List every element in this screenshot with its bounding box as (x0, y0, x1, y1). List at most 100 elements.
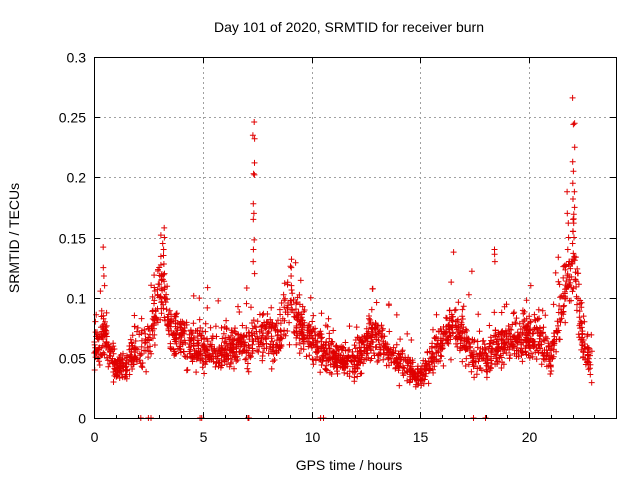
data-point (433, 311, 440, 318)
data-point (322, 365, 329, 372)
data-point (328, 340, 335, 347)
data-point (459, 313, 466, 320)
data-point (319, 334, 325, 341)
data-point (437, 352, 444, 359)
data-point (588, 379, 595, 386)
data-point (372, 344, 379, 351)
data-point (402, 356, 409, 363)
y-tick-labels: 0 0.05 0.1 0.15 0.2 0.25 0.3 (59, 50, 86, 427)
data-point (479, 349, 486, 356)
y-tick-label: 0.25 (59, 110, 86, 126)
data-point (533, 324, 540, 331)
data-point (277, 335, 284, 342)
data-point (560, 311, 567, 318)
data-point (197, 350, 204, 357)
data-point (323, 345, 330, 352)
data-point (98, 307, 105, 314)
data-point (556, 281, 563, 288)
data-point (190, 292, 197, 299)
data-point (314, 338, 321, 345)
data-point (462, 363, 469, 369)
data-point (276, 344, 283, 350)
data-point (197, 332, 204, 339)
data-point (493, 358, 500, 365)
data-point (584, 333, 591, 340)
data-point (171, 348, 178, 355)
data-point (103, 309, 110, 316)
data-point (181, 353, 188, 360)
data-point (243, 285, 250, 291)
data-point (569, 94, 576, 101)
data-point (218, 342, 225, 349)
data-point (243, 332, 250, 339)
data-point (249, 320, 255, 326)
data-point (231, 328, 238, 335)
data-point (161, 234, 168, 241)
data-point (299, 303, 306, 310)
data-point (263, 345, 270, 352)
data-point (342, 347, 349, 354)
data-point (437, 326, 444, 332)
data-point (102, 318, 108, 325)
data-point (246, 336, 253, 343)
data-point (368, 306, 375, 313)
data-point (527, 282, 534, 289)
data-point (100, 244, 107, 251)
data-point (397, 360, 404, 367)
data-point (471, 363, 478, 369)
data-point (325, 315, 332, 322)
data-point (311, 329, 318, 336)
data-point (500, 361, 507, 368)
data-point (226, 363, 233, 370)
data-point (340, 358, 347, 365)
data-point (162, 317, 168, 324)
data-point (572, 278, 579, 285)
data-point (475, 358, 482, 365)
data-point (263, 334, 270, 340)
data-point (520, 310, 527, 317)
data-point (510, 310, 517, 317)
data-point (564, 188, 571, 195)
data-point (532, 349, 539, 356)
data-point (173, 311, 179, 318)
data-point (570, 216, 577, 223)
data-point (309, 356, 316, 363)
data-point (137, 352, 144, 359)
data-point (281, 280, 288, 287)
data-point (223, 317, 230, 324)
data-point (564, 210, 571, 217)
data-point (172, 313, 179, 320)
data-point (353, 324, 360, 331)
data-point (482, 344, 489, 351)
data-point (252, 324, 259, 331)
data-point (483, 374, 490, 381)
y-tick-label: 0.1 (67, 291, 87, 307)
data-point (530, 330, 537, 337)
data-point (269, 338, 276, 345)
data-point (288, 264, 295, 271)
data-point (287, 297, 294, 304)
data-point (300, 308, 307, 315)
data-point (236, 309, 243, 315)
data-point (251, 171, 258, 178)
data-point (557, 294, 564, 301)
data-point (571, 120, 578, 127)
data-point (156, 294, 163, 301)
data-point (258, 335, 265, 342)
data-point (335, 352, 342, 359)
data-point (202, 346, 209, 352)
data-point (390, 344, 397, 351)
data-point (420, 380, 427, 387)
data-point (310, 361, 317, 368)
data-point (513, 336, 520, 343)
data-point (232, 354, 239, 361)
data-point (516, 337, 523, 344)
data-point (131, 344, 138, 351)
data-point (228, 327, 235, 334)
data-point (132, 338, 139, 344)
data-point (488, 360, 495, 367)
data-point (251, 270, 258, 277)
data-point (259, 353, 266, 359)
data-point (157, 232, 164, 239)
data-point (221, 339, 228, 346)
